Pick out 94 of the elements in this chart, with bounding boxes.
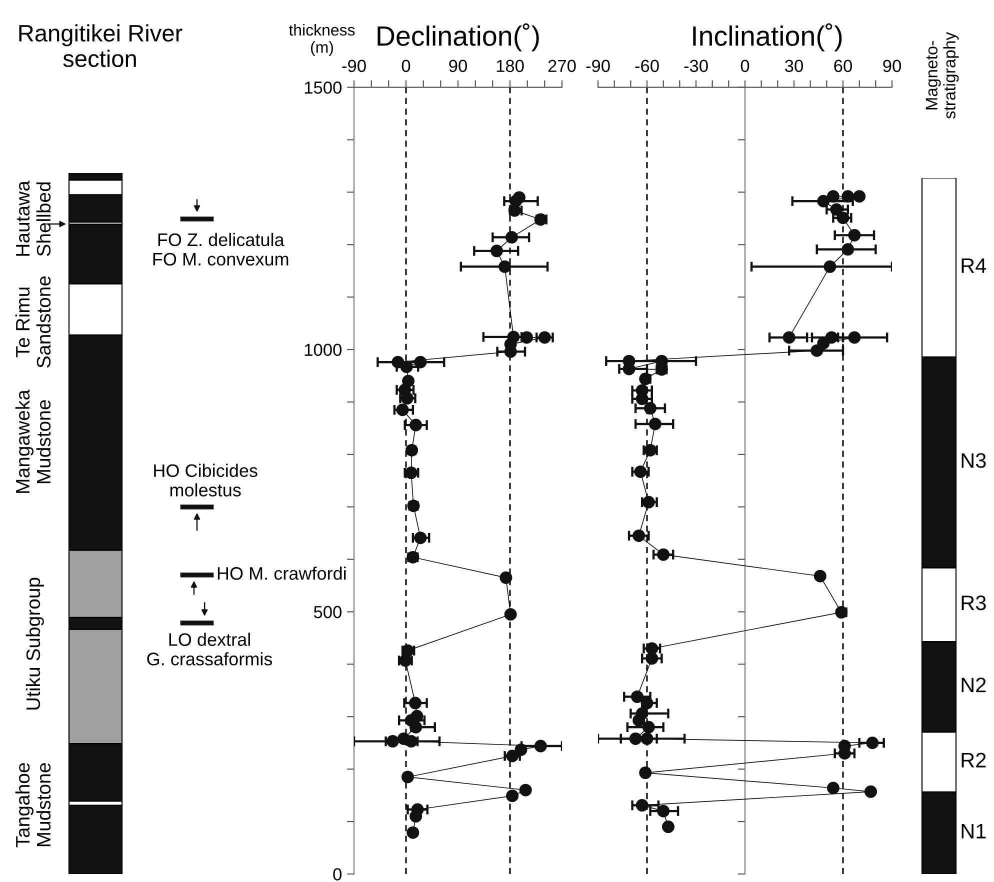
chart-title: Inclination(˚) bbox=[693, 23, 842, 52]
chart-title: Magneto- stratigraphy bbox=[926, 32, 959, 119]
point bbox=[504, 608, 517, 621]
point bbox=[640, 732, 654, 745]
point bbox=[826, 190, 840, 203]
point bbox=[824, 260, 836, 273]
point bbox=[657, 804, 670, 818]
y-tick-label: 1000 bbox=[304, 344, 342, 356]
point bbox=[642, 496, 655, 508]
point bbox=[817, 194, 830, 208]
x-tick-label: 180 bbox=[496, 60, 524, 72]
point bbox=[392, 356, 404, 368]
y-tick-label: 0 bbox=[333, 868, 342, 880]
series-label: R4 bbox=[962, 258, 986, 273]
point bbox=[634, 465, 647, 478]
point bbox=[864, 785, 878, 798]
point bbox=[386, 735, 399, 748]
point bbox=[648, 418, 662, 430]
point bbox=[410, 418, 422, 432]
point bbox=[498, 260, 512, 273]
x-tick-label: 270 bbox=[548, 60, 576, 72]
x-tick-label: -90 bbox=[342, 60, 366, 72]
point bbox=[406, 444, 418, 456]
point bbox=[636, 799, 648, 812]
point bbox=[400, 360, 413, 374]
point bbox=[410, 810, 422, 823]
y-tick-label: 1500 bbox=[304, 81, 342, 94]
series-label: R2 bbox=[962, 752, 986, 768]
point bbox=[538, 331, 551, 344]
point bbox=[406, 826, 420, 839]
series-label: N3 bbox=[962, 453, 986, 468]
point bbox=[662, 820, 674, 834]
text: Tangahoe Mudstone bbox=[15, 763, 51, 848]
x-tick-label: 90 bbox=[883, 60, 901, 72]
x-tick-label: -60 bbox=[635, 60, 659, 72]
point bbox=[401, 770, 414, 784]
point bbox=[640, 696, 654, 710]
point bbox=[842, 243, 854, 256]
point bbox=[519, 784, 532, 796]
text: Mangaweka Mudstone bbox=[15, 390, 51, 493]
text: Utiku Subgroup bbox=[26, 578, 44, 710]
series-label: N1 bbox=[962, 824, 986, 838]
point bbox=[866, 736, 879, 750]
text: Te Rimu Sandstone bbox=[15, 276, 51, 368]
x-tick-label: 90 bbox=[449, 60, 467, 72]
chart-title: Declination(˚) bbox=[378, 23, 539, 52]
chart-title: Rangitikei River section bbox=[19, 24, 182, 68]
text: FO Z. delicatula FO M. convexum bbox=[153, 232, 288, 266]
point bbox=[810, 344, 824, 357]
x-tick-label: 30 bbox=[785, 60, 803, 72]
x-tick-label: 60 bbox=[834, 60, 852, 72]
series-label: R3 bbox=[962, 595, 986, 610]
x-tick-label: -30 bbox=[684, 60, 708, 72]
point bbox=[848, 331, 861, 344]
point bbox=[825, 331, 838, 344]
text: HO M. crawfordi bbox=[218, 566, 346, 580]
point bbox=[814, 570, 826, 582]
point bbox=[646, 652, 658, 665]
point bbox=[853, 190, 866, 203]
point bbox=[505, 231, 518, 244]
point bbox=[630, 690, 644, 703]
x-tick-label: 0 bbox=[740, 60, 750, 72]
text: HO Cibicides molestus bbox=[154, 464, 258, 496]
point bbox=[410, 720, 422, 734]
point bbox=[830, 203, 843, 216]
point bbox=[842, 190, 854, 203]
point bbox=[629, 732, 642, 745]
point bbox=[500, 571, 512, 584]
series-label: N2 bbox=[962, 678, 986, 692]
point bbox=[836, 212, 850, 224]
point bbox=[782, 331, 796, 344]
bar bbox=[68, 804, 123, 874]
y-tick-label: 500 bbox=[314, 606, 342, 618]
point bbox=[396, 404, 409, 416]
x-tick-label: -90 bbox=[586, 60, 610, 72]
point bbox=[408, 696, 422, 710]
point bbox=[632, 529, 646, 542]
point bbox=[506, 790, 519, 802]
point bbox=[414, 532, 427, 544]
point bbox=[404, 735, 418, 748]
text: Hautawa Shellbed bbox=[16, 180, 51, 256]
point bbox=[644, 402, 657, 415]
point bbox=[490, 244, 503, 258]
point bbox=[414, 356, 427, 368]
point bbox=[642, 720, 655, 734]
y-axis-title: thickness (m) bbox=[288, 24, 355, 56]
point bbox=[826, 782, 840, 794]
point bbox=[534, 740, 547, 752]
text: LO dextral G. crassaformis bbox=[147, 632, 272, 666]
x-tick-label: 0 bbox=[402, 60, 410, 72]
point bbox=[639, 766, 652, 780]
point bbox=[848, 228, 861, 242]
point bbox=[632, 714, 646, 727]
point bbox=[657, 548, 670, 561]
